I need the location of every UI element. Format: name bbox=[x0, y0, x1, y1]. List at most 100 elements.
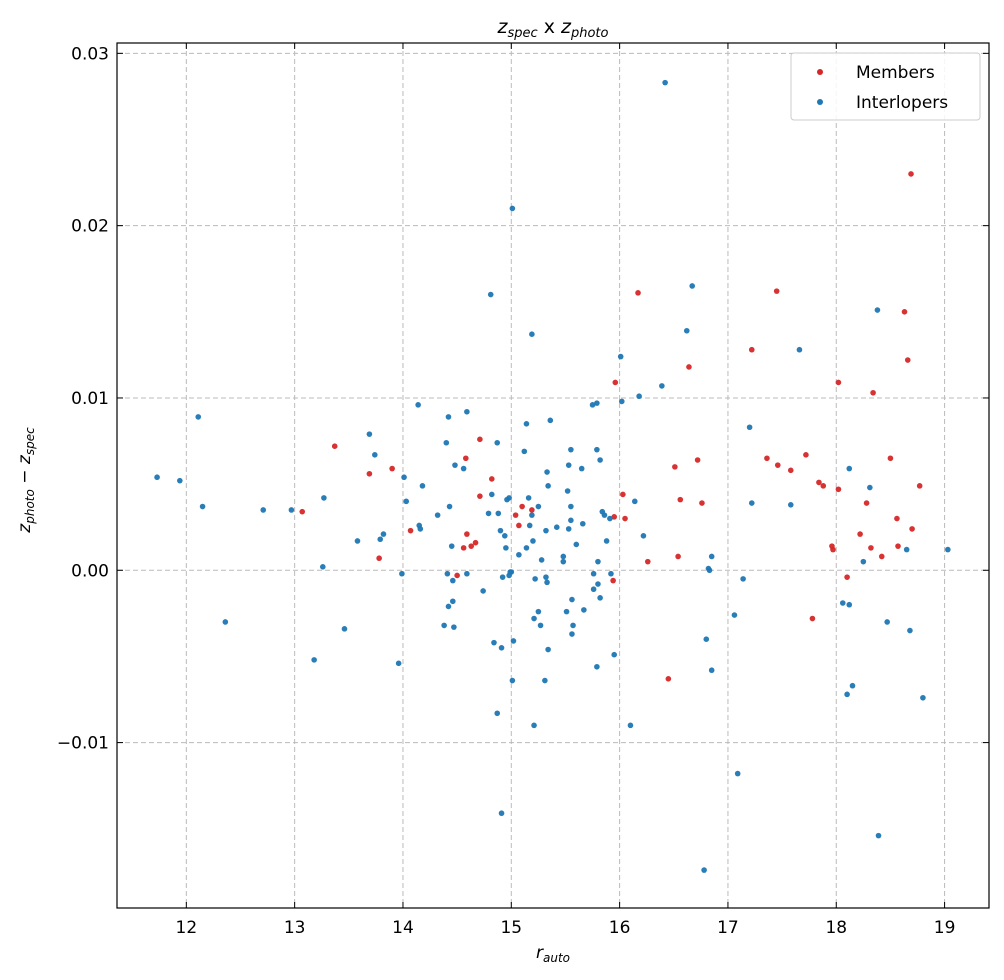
interloper-point bbox=[403, 498, 410, 505]
member-point bbox=[407, 527, 414, 534]
x-tick-label: 19 bbox=[934, 918, 956, 938]
member-point bbox=[748, 346, 755, 353]
interloper-point bbox=[594, 663, 600, 670]
member-point bbox=[644, 558, 651, 565]
interloper-point bbox=[590, 586, 597, 593]
member-point bbox=[488, 476, 495, 482]
member-point bbox=[519, 503, 525, 510]
interloper-point bbox=[288, 507, 295, 513]
member-point bbox=[764, 455, 770, 462]
interloper-point bbox=[366, 431, 373, 437]
interloper-point bbox=[570, 622, 576, 629]
member-point bbox=[904, 357, 911, 363]
interloper-point bbox=[706, 567, 713, 574]
interloper-point bbox=[177, 477, 183, 484]
member-point bbox=[863, 500, 870, 506]
member-point bbox=[677, 496, 684, 503]
x-tick-label: 14 bbox=[392, 918, 414, 938]
member-point bbox=[787, 467, 794, 474]
interloper-point bbox=[907, 627, 913, 634]
interloper-point bbox=[543, 574, 549, 580]
interloper-point bbox=[875, 832, 882, 839]
interloper-point bbox=[485, 510, 492, 517]
interloper-point bbox=[748, 500, 755, 506]
interloper-point bbox=[578, 465, 585, 472]
member-point bbox=[512, 512, 519, 518]
interloper-point bbox=[553, 524, 560, 530]
interloper-point bbox=[446, 503, 453, 510]
interloper-point bbox=[607, 515, 613, 522]
interloper-point bbox=[611, 651, 618, 658]
interloper-point bbox=[920, 694, 926, 701]
interloper-point bbox=[525, 495, 532, 501]
interloper-point bbox=[867, 484, 873, 491]
member-point bbox=[529, 507, 535, 513]
interloper-point bbox=[260, 507, 267, 513]
interloper-point bbox=[627, 722, 634, 729]
member-point bbox=[622, 515, 628, 522]
interloper-point bbox=[494, 710, 501, 717]
interloper-point bbox=[701, 867, 707, 873]
interloper-point bbox=[597, 595, 603, 601]
interloper-point bbox=[526, 522, 533, 529]
member-point bbox=[477, 493, 483, 499]
member-point bbox=[694, 457, 701, 463]
legend-marker-interlopers bbox=[817, 99, 823, 105]
member-point bbox=[686, 364, 692, 370]
interloper-point bbox=[399, 570, 405, 577]
member-point bbox=[870, 389, 876, 396]
interloper-point bbox=[617, 353, 624, 360]
member-point bbox=[675, 553, 681, 560]
interloper-point bbox=[377, 536, 384, 543]
member-point bbox=[620, 491, 626, 498]
interloper-point bbox=[452, 462, 458, 468]
member-point bbox=[901, 309, 908, 315]
member-point bbox=[835, 486, 842, 493]
member-point bbox=[665, 676, 672, 682]
interloper-point bbox=[464, 570, 470, 577]
interloper-point bbox=[846, 465, 853, 472]
x-axis-label: rauto bbox=[536, 943, 570, 965]
member-point bbox=[835, 379, 842, 386]
member-point bbox=[389, 465, 395, 472]
interloper-point bbox=[523, 545, 530, 551]
interloper-point bbox=[488, 491, 495, 498]
member-point bbox=[460, 545, 467, 551]
interloper-point bbox=[568, 503, 574, 510]
interloper-point bbox=[510, 638, 517, 644]
interloper-point bbox=[530, 538, 536, 544]
interloper-point bbox=[434, 512, 441, 518]
interloper-point bbox=[497, 527, 504, 534]
interloper-point bbox=[703, 636, 710, 642]
member-point bbox=[830, 546, 836, 553]
interloper-point bbox=[499, 574, 506, 580]
interloper-point bbox=[222, 619, 229, 625]
x-tick-label: 18 bbox=[825, 918, 847, 938]
member-point bbox=[463, 455, 469, 462]
interloper-point bbox=[590, 570, 597, 577]
interloper-point bbox=[560, 558, 567, 565]
interloper-point bbox=[417, 526, 424, 532]
interloper-point bbox=[444, 570, 451, 577]
member-point bbox=[857, 531, 863, 537]
interloper-point bbox=[581, 607, 587, 613]
legend-box bbox=[790, 52, 981, 121]
interloper-point bbox=[640, 533, 647, 539]
interloper-point bbox=[372, 452, 378, 458]
member-point bbox=[916, 483, 923, 489]
interloper-point bbox=[321, 495, 327, 501]
member-point bbox=[895, 543, 901, 549]
interloper-point bbox=[746, 424, 753, 431]
member-point bbox=[635, 290, 641, 296]
interloper-point bbox=[451, 624, 457, 630]
interloper-point bbox=[523, 421, 530, 427]
interloper-point bbox=[731, 612, 738, 618]
interloper-point bbox=[531, 722, 537, 729]
member-point bbox=[472, 539, 479, 546]
interloper-point bbox=[401, 474, 407, 481]
interloper-point bbox=[544, 579, 550, 586]
interloper-point bbox=[569, 631, 575, 637]
interloper-point bbox=[595, 581, 601, 587]
interloper-point bbox=[529, 331, 535, 338]
grid-lines bbox=[117, 43, 989, 908]
